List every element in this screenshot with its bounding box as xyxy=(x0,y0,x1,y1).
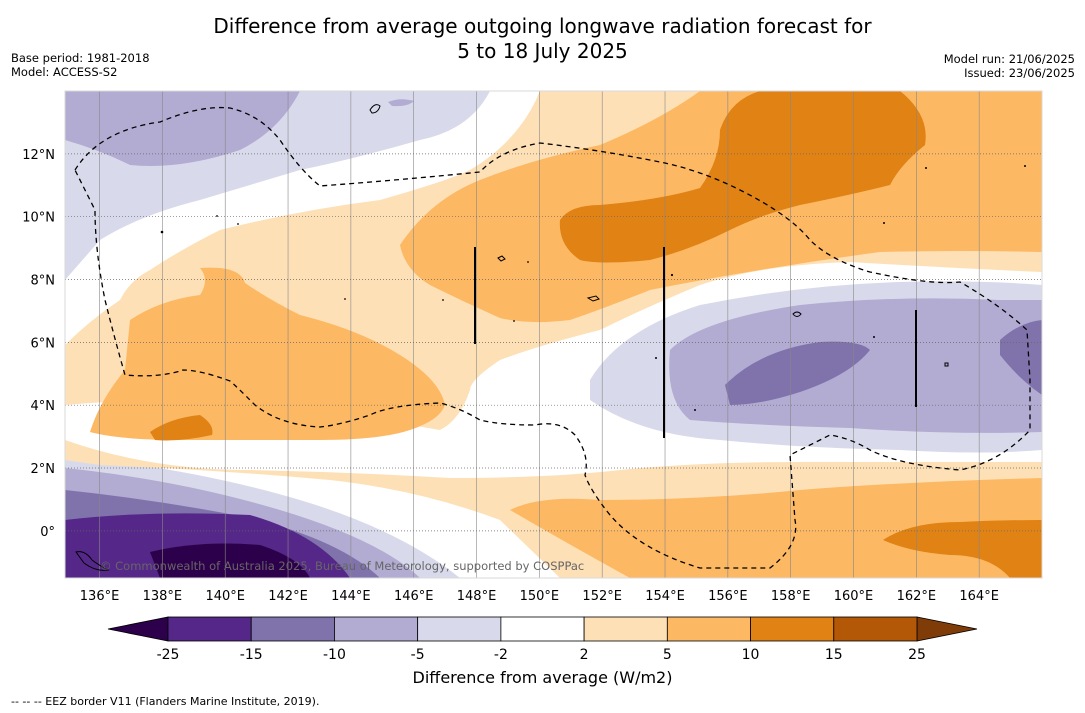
anomaly-region-dark-purple-far-east xyxy=(1000,320,1042,395)
colorbar-tick-label: -2 xyxy=(494,647,508,663)
longitude-label: 158°E xyxy=(771,589,811,604)
anomaly-region-dark-orange-west xyxy=(150,415,213,441)
anomaly-region-medium-purple-islet xyxy=(388,99,414,107)
colorbar-tick-label: -25 xyxy=(157,647,180,663)
islet-marker xyxy=(513,320,515,322)
colorbar-tick-label: 25 xyxy=(908,647,926,663)
anomaly-region-orange-south xyxy=(510,478,1042,578)
coastline-fragment xyxy=(944,362,949,367)
issued-label: Issued: 23/06/2025 xyxy=(964,66,1075,80)
anomaly-region-dark-orange-north xyxy=(559,91,926,263)
graticule xyxy=(65,91,1042,578)
longitude-label: 164°E xyxy=(959,589,999,604)
colorbar-tick-label: 10 xyxy=(742,647,760,663)
meta-right: Model run: 21/06/2025 Issued: 23/06/2025 xyxy=(944,52,1075,80)
longitude-label: 148°E xyxy=(457,589,497,604)
model-run-label: Model run: 21/06/2025 xyxy=(943,52,1075,66)
longitude-labels: 136°E 138°E 140°E 142°E 144°E 146°E 148°E 150°E… xyxy=(80,589,999,604)
colorbar-segment xyxy=(167,616,252,642)
islet-marker xyxy=(694,409,696,411)
colorbar-title: Difference from average (W/m2) xyxy=(412,668,673,687)
islet-marker xyxy=(527,261,529,263)
latitude-label: 6°N xyxy=(31,336,56,351)
islet-marker xyxy=(237,223,239,225)
longitude-label: 138°E xyxy=(143,589,183,604)
islet-marker xyxy=(344,298,346,300)
islet-marker xyxy=(670,273,674,277)
longitude-label: 150°E xyxy=(520,589,560,604)
islet-marker xyxy=(883,222,885,224)
longitude-label: 154°E xyxy=(645,589,685,604)
meridian-markers xyxy=(474,247,917,438)
anomaly-region-dark-orange-south xyxy=(883,520,1042,578)
longitude-label: 140°E xyxy=(205,589,245,604)
model-label: Model: ACCESS-S2 xyxy=(11,65,118,79)
colorbar-segment xyxy=(500,616,585,642)
map-title: Difference from average outgoing longwav… xyxy=(0,14,1085,64)
colorbar-tick-label: 5 xyxy=(663,647,672,663)
colorbar-tick-label: -5 xyxy=(411,647,425,663)
coastline-fragment xyxy=(369,104,381,114)
colorbar-tick-label: 15 xyxy=(825,647,843,663)
eez-footnote: -- -- -- EEZ border V11 (Flanders Marine… xyxy=(11,695,320,708)
colorbar-extend-low xyxy=(107,616,169,642)
islet-marker xyxy=(160,230,164,234)
islet-marker xyxy=(1024,165,1026,167)
islet-marker xyxy=(442,299,444,301)
longitude-label: 160°E xyxy=(834,589,874,604)
latitude-label: 8°N xyxy=(31,274,56,289)
latitude-label: 4°N xyxy=(31,399,56,414)
anomaly-region-medium-purple-north xyxy=(65,91,300,166)
colorbar-segment xyxy=(583,616,668,642)
islet-marker xyxy=(873,336,875,338)
longitude-label: 142°E xyxy=(268,589,308,604)
latitude-label: 12°N xyxy=(22,148,55,163)
colorbar-tick-label: 2 xyxy=(580,647,589,663)
latitude-label: 2°N xyxy=(31,462,56,477)
colorbar-extend-high xyxy=(916,616,978,642)
colorbar-segment xyxy=(334,616,419,642)
coastline-fragment xyxy=(497,255,506,262)
coastline-fragment xyxy=(792,311,802,317)
colorbar-segment xyxy=(833,616,918,642)
longitude-label: 152°E xyxy=(582,589,622,604)
coastline-fragment xyxy=(75,551,110,571)
anomaly-region-deepest-purple-south xyxy=(150,543,310,578)
anomaly-region-dark-purple-east xyxy=(725,341,870,405)
map-panel: © Commonwealth of Australia 2025, Bureau… xyxy=(65,91,1042,578)
colorbar-segment xyxy=(250,616,335,642)
colorbar-segment xyxy=(417,616,502,642)
colorbar-segment xyxy=(750,616,835,642)
meta-left: Base period: 1981-2018 Model: ACCESS-S2 xyxy=(11,51,150,79)
latitude-label: 10°N xyxy=(22,211,55,226)
coastline-fragment xyxy=(586,295,600,302)
title-line-2: 5 to 18 July 2025 xyxy=(457,39,628,63)
latitude-labels: 12°N 10°N 8°N 6°N 4°N 2°N 0° xyxy=(22,148,55,540)
base-period-label: Base period: 1981-2018 xyxy=(11,51,150,65)
latitude-label: 0° xyxy=(40,525,55,540)
longitude-label: 146°E xyxy=(394,589,434,604)
title-line-1: Difference from average outgoing longwav… xyxy=(213,14,872,38)
colorbar-tick-label: -15 xyxy=(240,647,263,663)
longitude-label: 156°E xyxy=(708,589,748,604)
longitude-label: 162°E xyxy=(897,589,937,604)
colorbar: -25 -15 -10 -5 -2 2 5 10 15 25 xyxy=(107,616,978,663)
colorbar-tick-label: -10 xyxy=(323,647,346,663)
longitude-label: 144°E xyxy=(331,589,371,604)
copyright-watermark: © Commonwealth of Australia 2025, Bureau… xyxy=(100,559,584,573)
islet-marker xyxy=(925,167,927,169)
longitude-label: 136°E xyxy=(80,589,120,604)
islet-markers xyxy=(160,165,1026,411)
islet-marker xyxy=(216,215,218,217)
colorbar-segment xyxy=(666,616,751,642)
map-frame xyxy=(64,90,1043,579)
islet-marker xyxy=(655,357,657,359)
coastlines xyxy=(75,104,949,571)
anomaly-region-orange-west xyxy=(90,267,445,440)
